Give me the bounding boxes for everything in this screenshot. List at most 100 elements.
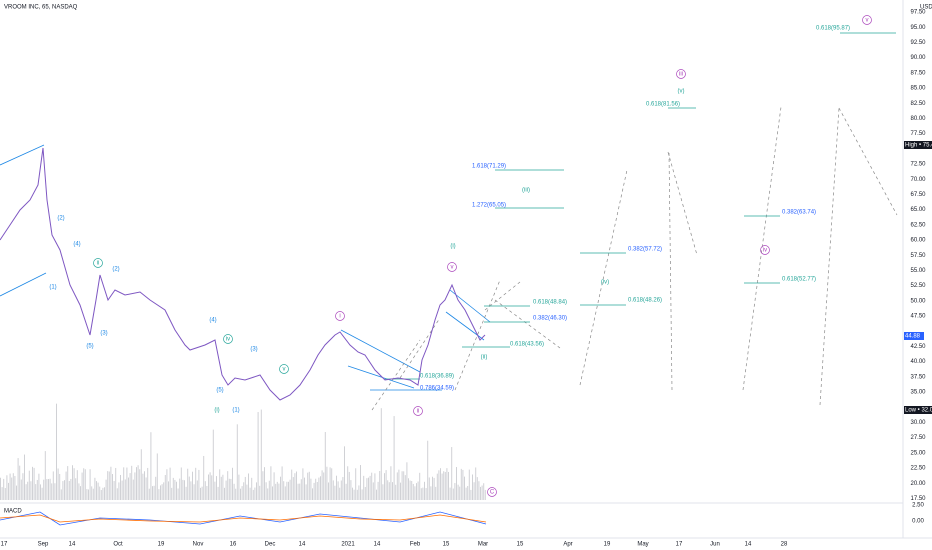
fib-label: 0.786(34.59) xyxy=(420,386,454,392)
volume-bar xyxy=(449,487,451,500)
high-badge-bg xyxy=(904,141,932,149)
time-label: May xyxy=(637,542,648,548)
volume-bar xyxy=(172,477,174,500)
volume-bar xyxy=(308,471,310,500)
volume-bar xyxy=(476,477,478,500)
volume-bar xyxy=(468,469,470,500)
volume-bar xyxy=(473,482,475,500)
volume-bar xyxy=(480,486,481,500)
volume-bar xyxy=(371,472,373,500)
volume-bar xyxy=(331,468,333,500)
volume-bar xyxy=(8,482,9,500)
volume-bar xyxy=(385,470,387,500)
volume-bar xyxy=(132,479,134,500)
volume-bar xyxy=(164,475,166,500)
fib-label: 1.618(71.29) xyxy=(472,164,506,170)
wave-circle xyxy=(223,334,233,344)
volume-bar xyxy=(363,475,365,500)
macd-label: 0.00 xyxy=(912,519,924,525)
volume-bar xyxy=(153,485,155,500)
time-label: 14 xyxy=(745,542,752,548)
time-label: 15 xyxy=(517,542,524,548)
volume-bar xyxy=(369,475,371,500)
volume-bar xyxy=(388,482,390,500)
volume-bar xyxy=(393,416,395,500)
volume-bar xyxy=(96,481,97,500)
wave-circle xyxy=(279,364,289,374)
volume-bar xyxy=(248,473,249,500)
low-badge: Low • 32.00 xyxy=(905,408,932,414)
volume-bar xyxy=(396,472,398,500)
volume-bar xyxy=(368,477,369,500)
price-label: 50.00 xyxy=(910,298,926,304)
volume-bar xyxy=(204,481,206,500)
fib-label: 0.618(52.77) xyxy=(782,277,816,283)
price-label: 42.50 xyxy=(910,344,926,350)
volume-bar xyxy=(220,476,222,500)
wave-circle xyxy=(862,15,872,25)
volume-bar xyxy=(340,480,342,500)
volume-bar xyxy=(184,480,185,500)
volume-bar xyxy=(289,479,291,500)
volume-bar xyxy=(185,486,187,500)
volume-bar xyxy=(316,482,318,500)
volume-bar xyxy=(299,483,301,500)
volume-bar xyxy=(286,481,288,500)
volume-bar xyxy=(174,479,176,500)
volume-bar xyxy=(192,471,193,500)
volume-bar xyxy=(409,480,411,500)
volume-bar xyxy=(313,482,315,500)
volume-bar xyxy=(443,471,445,500)
volume-bar xyxy=(190,481,192,500)
time-label: 15 xyxy=(443,542,450,548)
volume-bar xyxy=(361,489,363,500)
volume-bar xyxy=(305,484,307,500)
volume-bar xyxy=(144,471,145,500)
volume-bar xyxy=(16,485,17,500)
volume-bar xyxy=(193,484,195,500)
volume-bar xyxy=(38,473,40,500)
volume-bar xyxy=(1,487,3,500)
volume-bar xyxy=(19,465,21,500)
volume-bar xyxy=(201,486,203,500)
volume-bar xyxy=(104,487,105,500)
volume-bar xyxy=(425,488,427,500)
volume-bar xyxy=(124,479,126,500)
volume-bar xyxy=(89,469,91,500)
fib-label: 0.618(48.84) xyxy=(533,300,567,306)
volume-bar xyxy=(390,466,392,500)
volume-bar xyxy=(422,487,424,500)
price-label: 82.50 xyxy=(910,101,926,107)
volume-bar xyxy=(304,477,305,500)
volume-bar xyxy=(70,478,72,500)
wave-label: v xyxy=(283,367,286,373)
volume-bar xyxy=(123,467,125,500)
wave-circle xyxy=(676,69,686,79)
volume-bar xyxy=(467,485,469,500)
volume-bar xyxy=(243,482,245,500)
volume-bar xyxy=(292,477,294,500)
wave-label: ii xyxy=(417,409,420,415)
volume-bar xyxy=(177,488,179,500)
volume-bar xyxy=(406,462,408,500)
volume-bar xyxy=(470,489,472,500)
volume-bar xyxy=(460,468,462,500)
volume-bar xyxy=(158,489,160,500)
price-label: 65.00 xyxy=(910,207,926,213)
time-label: 14 xyxy=(374,542,381,548)
volume-bar xyxy=(12,473,14,500)
volume-bar xyxy=(91,486,93,500)
volume-bar xyxy=(198,469,200,500)
volume-bar xyxy=(11,477,13,500)
price-label: 27.50 xyxy=(910,435,926,441)
high-badge: High • 75.49 xyxy=(905,143,932,149)
volume-bar xyxy=(280,476,281,500)
volume-bar xyxy=(297,483,299,500)
volume-bar xyxy=(416,483,417,500)
time-label: Apr xyxy=(563,542,572,548)
volume-bar xyxy=(310,478,312,500)
volume-bar xyxy=(464,476,465,500)
volume-bar xyxy=(35,484,37,500)
time-label: 17 xyxy=(676,542,683,548)
